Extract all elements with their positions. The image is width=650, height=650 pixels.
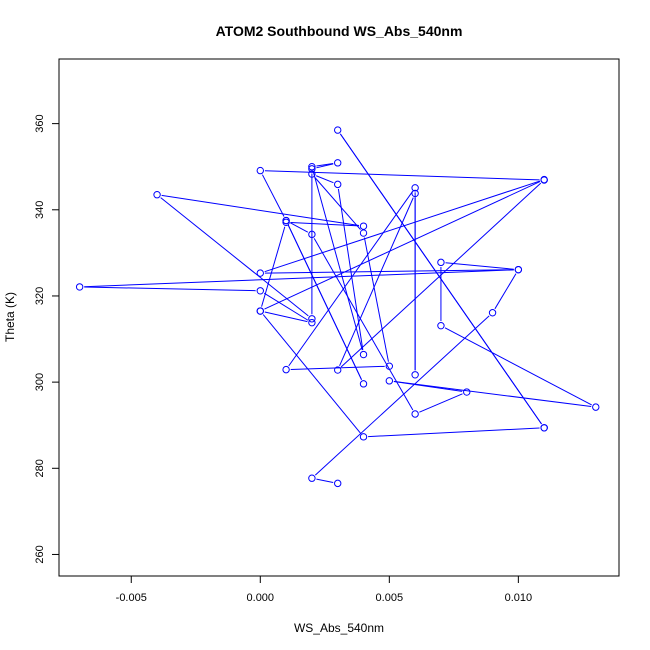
series-segment: [312, 171, 363, 351]
data-point: [437, 321, 445, 330]
series-segment: [290, 365, 385, 370]
series-segment: [445, 262, 514, 270]
data-point: [411, 371, 419, 379]
data-point: [308, 315, 316, 323]
y-tick-label: 360: [34, 114, 46, 132]
data-point: [411, 184, 419, 192]
y-axis-label: Theta (K): [3, 292, 17, 342]
data-point: [411, 410, 419, 418]
y-tick-label: 340: [34, 201, 46, 219]
y-tick-label: 300: [34, 373, 46, 391]
series-segment: [315, 175, 334, 184]
data-point: [385, 362, 394, 370]
data-point: [153, 191, 161, 199]
series-segment: [261, 226, 286, 307]
data-point: [256, 287, 264, 295]
series-points: [75, 126, 600, 488]
data-point: [334, 479, 342, 488]
data-point: [308, 230, 316, 239]
data-point: [334, 159, 342, 167]
x-tick-label: 0.010: [505, 592, 533, 604]
x-axis-label: WS_Abs_540nm: [294, 621, 384, 635]
series-segment: [314, 315, 490, 476]
series-segment: [290, 222, 359, 227]
series-segment: [161, 194, 360, 226]
series-segment: [314, 177, 361, 230]
series-segment: [84, 269, 514, 288]
series-segment: [264, 181, 541, 310]
y-tick-label: 260: [34, 545, 46, 563]
data-point: [256, 166, 264, 175]
data-point: [282, 365, 290, 374]
data-point: [308, 474, 316, 482]
series-segment: [316, 478, 334, 483]
data-point: [437, 258, 445, 267]
data-point: [308, 163, 316, 171]
series-segment: [368, 427, 540, 438]
series-segment: [287, 224, 362, 380]
data-point: [463, 388, 471, 396]
series-segment: [494, 273, 517, 310]
series-segment: [264, 180, 540, 273]
x-tick-label: 0.000: [247, 592, 275, 604]
data-point: [282, 218, 290, 226]
data-point: [359, 222, 368, 230]
data-point: [488, 309, 497, 317]
series-segment: [316, 163, 334, 169]
data-point: [75, 283, 84, 291]
series-segment: [339, 197, 414, 367]
data-point: [359, 380, 368, 388]
data-point: [540, 424, 548, 432]
series-segment: [340, 182, 542, 368]
series-segment: [84, 286, 256, 292]
series-segment: [263, 292, 309, 321]
y-tick-label: 320: [34, 287, 46, 305]
data-point: [359, 433, 368, 441]
x-axis: -0.005 0.000 0.005 0.010: [116, 575, 533, 604]
y-tick-label: 280: [34, 459, 46, 477]
y-axis: 260 280 300 320 340 360: [34, 114, 60, 564]
chart-title: ATOM2 Southbound WS_Abs_540nm: [216, 23, 463, 39]
data-point: [308, 170, 316, 178]
data-point: [256, 307, 264, 315]
plot-frame: [58, 58, 620, 577]
data-point: [334, 366, 342, 374]
series-segment: [160, 197, 309, 317]
series-segment: [289, 222, 309, 233]
series-segment: [288, 191, 413, 367]
series-segment: [363, 237, 389, 362]
series-line: [84, 133, 592, 483]
x-tick-label: -0.005: [116, 592, 147, 604]
data-point: [359, 229, 368, 237]
series-segment: [264, 311, 308, 323]
series-segment: [316, 163, 334, 167]
series-segment: [339, 133, 542, 425]
data-point: [256, 269, 264, 277]
data-point: [359, 350, 368, 359]
data-point: [540, 175, 548, 184]
series-segment: [261, 174, 285, 217]
data-point: [411, 189, 419, 198]
data-point: [334, 180, 342, 189]
series-segment: [313, 238, 414, 411]
series-segment: [393, 380, 463, 392]
data-point: [308, 165, 316, 173]
x-tick-label: 0.005: [376, 592, 404, 604]
data-point: [592, 403, 600, 411]
series-segment: [419, 393, 463, 413]
series-segment: [264, 269, 514, 274]
series-segment: [444, 327, 592, 406]
series-segment: [393, 380, 592, 408]
data-point: [514, 265, 523, 274]
series-segment: [262, 314, 361, 434]
series-segment: [264, 170, 540, 181]
data-point: [334, 126, 342, 134]
data-point: [308, 318, 316, 327]
data-point: [385, 377, 394, 385]
